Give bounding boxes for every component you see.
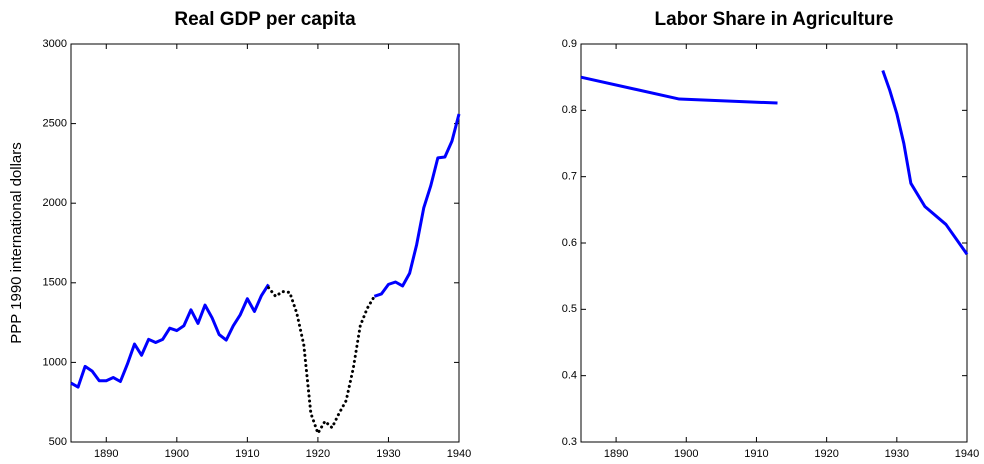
x-tick-label: 1890	[94, 448, 118, 460]
x-tick-label: 1910	[235, 448, 259, 460]
y-tick-label: 2500	[43, 118, 67, 130]
plot-frame	[580, 43, 968, 443]
data-line	[267, 286, 376, 435]
plot-frame	[70, 43, 460, 443]
y-tick-label: 2000	[43, 197, 67, 209]
x-tick-label: 1910	[744, 448, 768, 460]
y-tick-label: 0.6	[562, 237, 577, 249]
y-tick-label: 0.7	[562, 171, 577, 183]
chart-title: Labor Share in Agriculture	[655, 9, 894, 30]
x-tick-label: 1900	[165, 448, 189, 460]
x-tick-label: 1890	[604, 448, 628, 460]
x-tick-label: 1940	[447, 448, 471, 460]
y-tick-label: 0.3	[562, 436, 577, 448]
y-axis-label: PPP 1990 international dollars	[8, 142, 25, 344]
chart-title: Real GDP per capita	[174, 9, 356, 30]
y-tick-label: 1000	[43, 356, 67, 368]
x-tick-label: 1930	[885, 448, 909, 460]
x-tick-label: 1920	[306, 448, 330, 460]
y-tick-label: 0.4	[562, 370, 577, 382]
y-tick-label: 0.9	[562, 38, 577, 50]
x-tick-label: 1940	[955, 448, 979, 460]
y-tick-label: 0.8	[562, 104, 577, 116]
data-line	[70, 113, 461, 389]
x-tick-label: 1930	[376, 448, 400, 460]
data-line	[881, 70, 969, 256]
x-tick-label: 1900	[674, 448, 698, 460]
y-tick-label: 500	[49, 436, 67, 448]
y-tick-label: 1500	[43, 277, 67, 289]
data-line	[580, 75, 778, 105]
y-tick-label: 3000	[43, 38, 67, 50]
y-tick-label: 0.5	[562, 303, 577, 315]
x-tick-label: 1920	[814, 448, 838, 460]
